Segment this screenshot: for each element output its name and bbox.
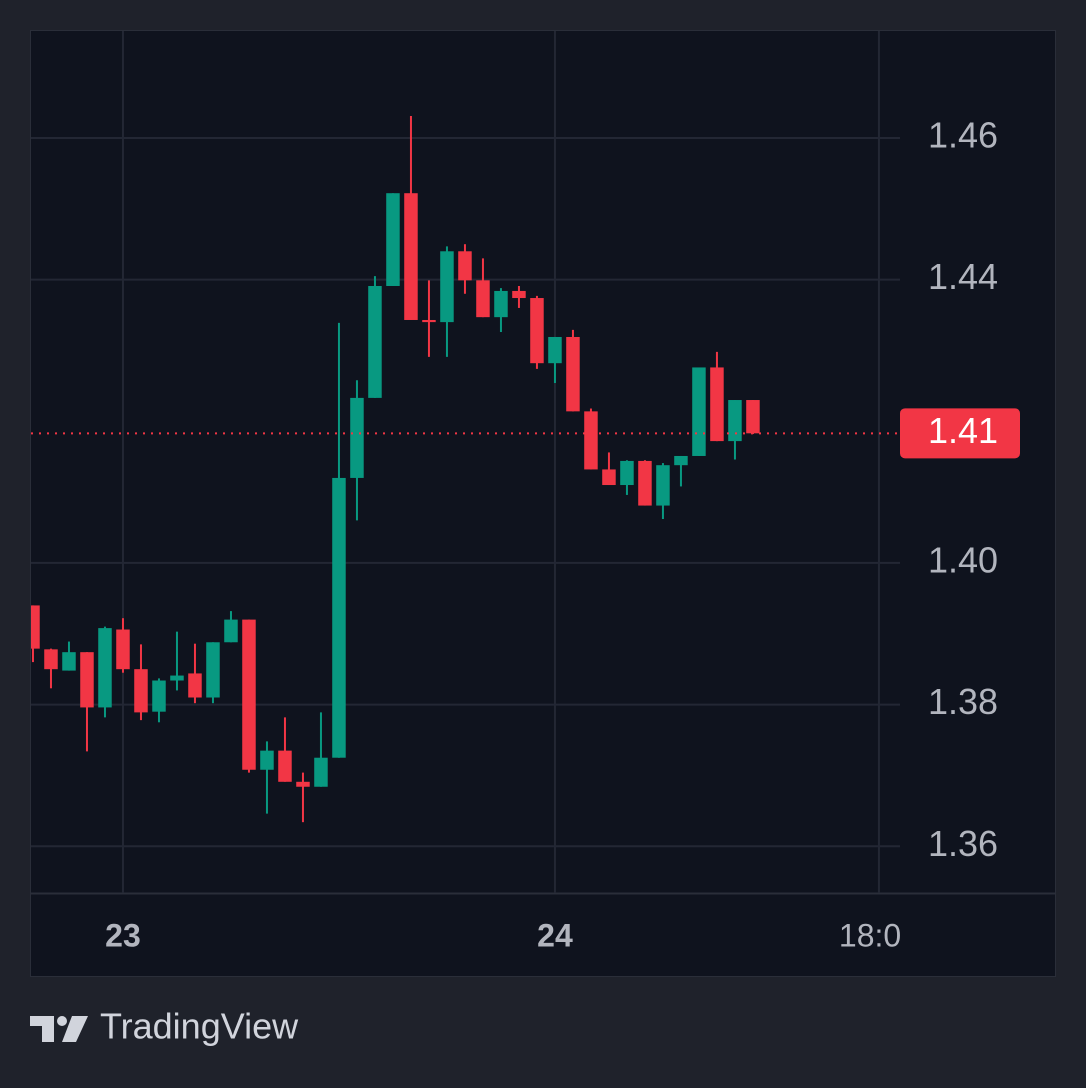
candle-body: [314, 757, 328, 787]
candle-body: [170, 675, 184, 681]
candle-body: [278, 750, 292, 782]
candles: [31, 115, 900, 823]
candle-body: [31, 605, 40, 649]
candle-body: [152, 680, 166, 712]
candle-body: [530, 298, 544, 364]
logo-icon: [30, 1016, 54, 1042]
y-tick-label: 1.40: [928, 539, 998, 580]
last-price-badge: [900, 408, 1020, 459]
candle-body: [494, 290, 508, 318]
candle-body: [692, 367, 706, 456]
candle-body: [242, 619, 256, 770]
candle-body: [62, 652, 76, 671]
price-axis: 1.36 1.38 1.40 1.44 1.46 1.41: [900, 114, 1020, 864]
candle-body: [476, 280, 490, 318]
candle-body: [350, 397, 364, 478]
candle-body: [422, 319, 436, 323]
candle-body: [296, 781, 310, 787]
candle-body: [386, 193, 400, 286]
candle-body: [728, 400, 742, 442]
candle-body: [620, 460, 634, 486]
candle-body: [206, 642, 220, 698]
candle-body: [116, 629, 130, 670]
candle-body: [134, 669, 148, 713]
candle-body: [602, 469, 616, 486]
candle-body: [98, 628, 112, 708]
candle-body: [44, 649, 58, 670]
candle-body: [638, 460, 652, 506]
y-tick-label: 1.38: [928, 681, 998, 722]
x-tick-label: 23: [105, 917, 141, 953]
candle-body: [404, 193, 418, 320]
y-tick-label: 1.36: [928, 823, 998, 864]
y-tick-label: 1.44: [928, 256, 998, 297]
candle-body: [548, 336, 562, 364]
y-tick-label: 1.46: [928, 114, 998, 155]
candle-body: [656, 465, 670, 506]
candle-body: [674, 455, 688, 466]
candle-body: [710, 367, 724, 442]
candle-body: [440, 251, 454, 323]
candle-body: [260, 750, 274, 770]
candle-body: [458, 251, 472, 281]
chart-frame: [30, 30, 1056, 977]
candle-body: [332, 477, 346, 758]
brand-name: TradingView: [100, 1006, 299, 1047]
logo-icon: [62, 1016, 88, 1042]
candle-body: [584, 411, 598, 470]
candle-body: [188, 673, 202, 698]
logo: TradingView: [30, 1006, 299, 1047]
candle-body: [224, 619, 238, 643]
candle-body: [368, 285, 382, 398]
x-tick-label: 18:00: [839, 917, 919, 953]
candle-body: [512, 290, 526, 299]
time-axis: 23 24 18:00: [105, 917, 919, 953]
candle-body: [80, 652, 94, 708]
candle-body: [566, 336, 580, 412]
logo-icon: [57, 1016, 67, 1026]
x-tick-label: 24: [537, 917, 573, 953]
last-price-label: 1.41: [928, 410, 998, 451]
candle-body: [746, 400, 760, 434]
